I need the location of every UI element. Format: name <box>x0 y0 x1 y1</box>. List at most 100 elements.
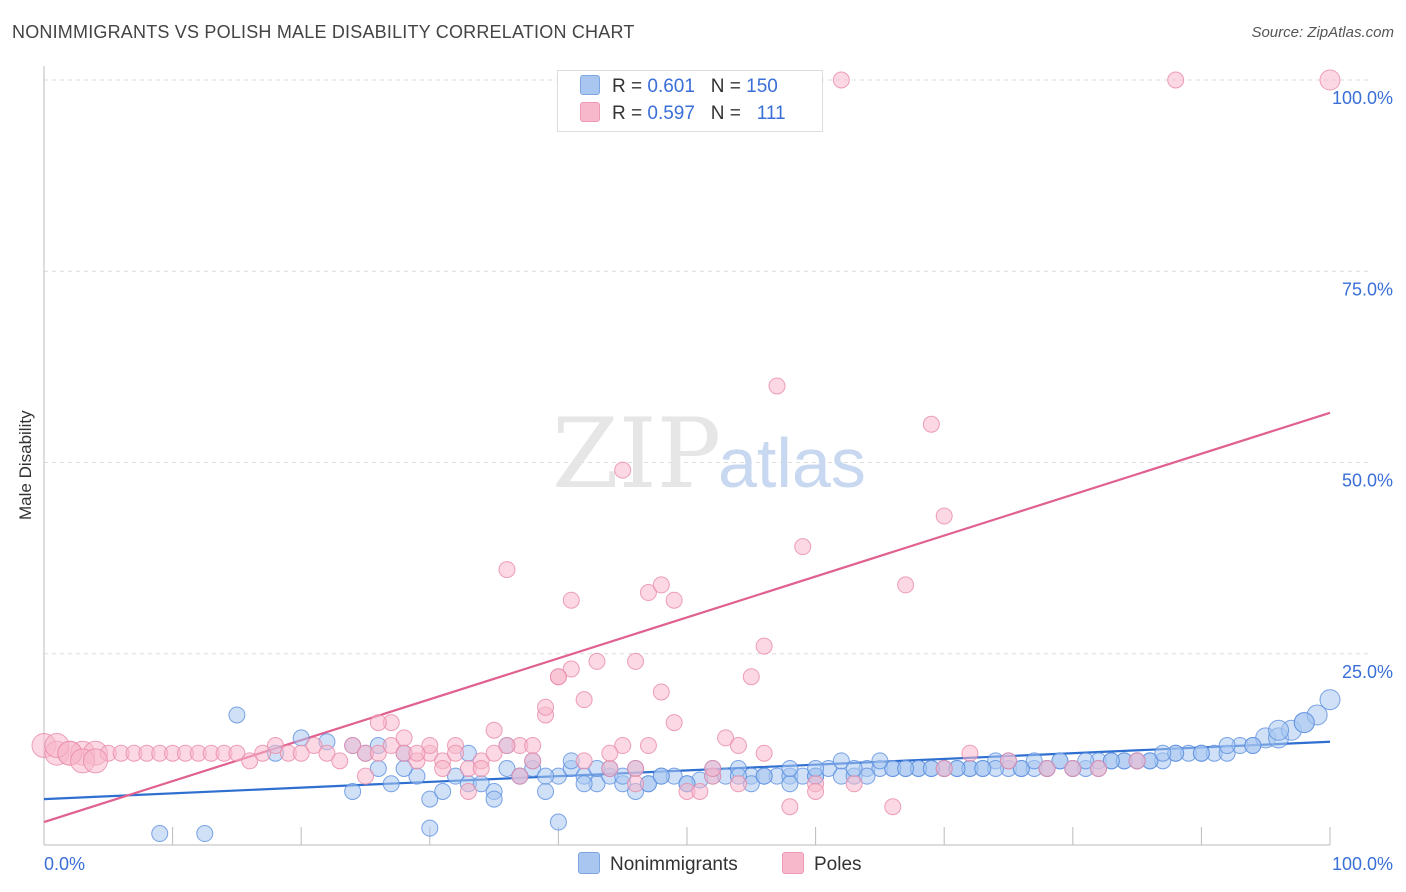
point-poles <box>742 668 760 686</box>
bottom-legend-swatch-nonimmigrants <box>578 852 600 874</box>
bottom-legend-label: Poles <box>814 854 862 875</box>
point-nonimmigrants <box>382 775 400 793</box>
point-poles <box>614 737 632 755</box>
point-poles <box>498 737 516 755</box>
point-poles <box>588 652 606 670</box>
point-nonimmigrants <box>1244 737 1262 755</box>
point-nonimmigrants <box>807 760 825 777</box>
point-poles <box>614 461 632 479</box>
x-tick-label: 0.0% <box>44 854 85 874</box>
point-poles <box>729 775 747 793</box>
legend-r-label: R = <box>612 76 643 97</box>
watermark-atlas: atlas <box>718 424 866 502</box>
legend-r-value: 0.601 <box>647 76 695 97</box>
point-nonimmigrants <box>447 767 465 785</box>
bottom-legend-label: Nonimmigrants <box>610 854 738 875</box>
point-poles <box>665 714 683 732</box>
point-poles <box>781 798 799 816</box>
point-nonimmigrants <box>781 775 799 793</box>
source-label: Source: ZipAtlas.com <box>1251 24 1394 41</box>
point-nonimmigrants <box>421 819 439 837</box>
point-poles <box>884 798 902 816</box>
point-poles <box>254 744 272 762</box>
point-poles <box>639 584 657 602</box>
point-poles <box>1000 752 1017 770</box>
point-nonimmigrants <box>871 752 889 770</box>
point-nonimmigrants <box>196 825 214 843</box>
point-poles <box>459 782 477 800</box>
legend: R = 0.601 N = 150 R = 0.597 N = 111 <box>557 70 823 132</box>
y-tick-label: 25.0% <box>1342 662 1393 682</box>
point-nonimmigrants <box>1293 712 1315 734</box>
point-nonimmigrants <box>1025 752 1043 770</box>
point-poles <box>794 538 812 556</box>
point-nonimmigrants <box>228 706 246 724</box>
point-nonimmigrants <box>498 760 516 777</box>
legend-row-poles: R = 0.597 N = 111 <box>580 102 786 126</box>
point-nonimmigrants <box>1268 719 1290 741</box>
point-nonimmigrants <box>434 782 452 800</box>
point-poles <box>421 737 439 755</box>
y-tick-label: 50.0% <box>1342 471 1393 491</box>
point-poles <box>318 744 336 762</box>
point-poles <box>897 576 915 594</box>
point-poles <box>832 71 850 89</box>
point-nonimmigrants <box>421 790 439 808</box>
legend-row-nonimmigrants: R = 0.601 N = 150 <box>580 75 778 99</box>
point-poles <box>524 752 542 770</box>
y-tick-label: 100.0% <box>1332 88 1393 108</box>
point-poles <box>575 691 593 709</box>
point-poles <box>717 729 735 747</box>
point-poles <box>562 591 580 609</box>
point-poles <box>369 714 387 732</box>
point-poles <box>768 377 786 395</box>
point-poles <box>935 507 953 525</box>
point-poles <box>961 744 979 762</box>
point-poles <box>627 652 645 670</box>
point-poles <box>1038 760 1056 777</box>
point-poles <box>575 752 593 770</box>
point-poles <box>627 760 645 777</box>
point-nonimmigrants <box>151 825 169 843</box>
point-nonimmigrants <box>549 813 567 831</box>
point-nonimmigrants <box>897 760 915 777</box>
point-poles <box>935 760 953 777</box>
point-poles <box>472 760 490 777</box>
point-poles <box>524 737 542 755</box>
point-poles <box>1167 71 1185 89</box>
point-poles <box>344 737 362 755</box>
point-nonimmigrants <box>344 782 362 800</box>
point-nonimmigrants <box>781 760 799 777</box>
point-poles <box>537 698 555 716</box>
bottom-legend-nonimmigrants[interactable]: Nonimmigrants <box>578 852 738 876</box>
point-poles <box>691 782 709 800</box>
point-nonimmigrants <box>614 767 632 785</box>
point-poles <box>755 637 773 655</box>
point-poles <box>845 775 863 793</box>
legend-swatch-nonimmigrants <box>580 75 600 95</box>
point-poles <box>601 760 619 777</box>
bottom-legend-poles[interactable]: Poles <box>782 852 862 876</box>
point-poles <box>639 737 657 755</box>
point-nonimmigrants <box>845 760 863 777</box>
x-tick-label: 100.0% <box>1332 854 1393 874</box>
point-poles <box>1128 752 1146 770</box>
point-nonimmigrants <box>1319 689 1341 711</box>
trend-line-nonimmigrants <box>43 740 1331 801</box>
point-nonimmigrants <box>1012 760 1030 777</box>
point-poles <box>1090 760 1108 777</box>
point-poles <box>652 683 670 701</box>
point-nonimmigrants <box>974 760 992 777</box>
point-nonimmigrants <box>537 782 555 800</box>
point-poles <box>228 744 246 762</box>
point-poles <box>241 752 259 770</box>
point-poles <box>729 737 747 755</box>
watermark-zip: ZIP <box>552 398 721 510</box>
point-nonimmigrants <box>832 752 850 770</box>
point-nonimmigrants <box>1218 737 1236 755</box>
legend-n-label: N = <box>710 103 741 124</box>
point-poles <box>434 760 452 777</box>
point-poles <box>485 744 503 762</box>
point-nonimmigrants <box>1077 752 1095 770</box>
point-nonimmigrants <box>1051 752 1069 770</box>
